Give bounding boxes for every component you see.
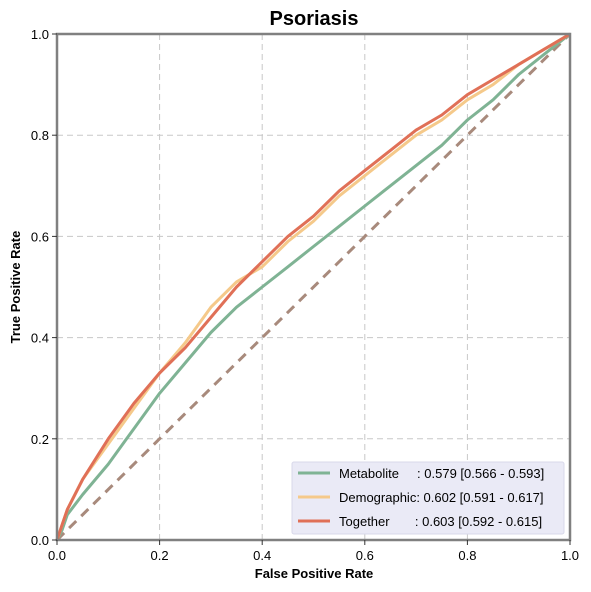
roc-line-together xyxy=(55,32,571,541)
x-tick-label: 0.4 xyxy=(253,548,271,563)
x-tick-label: 0.2 xyxy=(151,548,169,563)
y-tick-label: 0.4 xyxy=(31,331,49,346)
y-tick-label: 0.0 xyxy=(31,533,49,548)
x-tick-label: 1.0 xyxy=(561,548,579,563)
x-tick-label: 0.6 xyxy=(356,548,374,563)
chance-diagonal-line xyxy=(55,32,572,542)
series-lines xyxy=(55,32,571,541)
axis-ticks: 0.0 0.2 0.4 0.6 0.8 1.0 0.0 0.2 0.4 0.6 0.8 1.0 xyxy=(31,27,579,563)
legend-box xyxy=(291,461,565,535)
y-axis-label: True Positive Rate xyxy=(8,231,23,344)
y-tick-label: 0.6 xyxy=(31,229,49,244)
y-tick-label: 1.0 xyxy=(31,27,49,42)
chart-title: Psoriasis xyxy=(270,8,359,30)
y-tick-label: 0.2 xyxy=(31,432,49,447)
legend-entry-metabolite: Metabolite : 0.579 [0.566 - 0.593] xyxy=(339,466,544,481)
legend-entry-demographic: Demographic: 0.602 [0.591 - 0.617] xyxy=(339,490,544,505)
y-tick-label: 0.8 xyxy=(31,128,49,143)
x-tick-label: 0.0 xyxy=(48,548,66,563)
plot-frame xyxy=(55,32,572,542)
legend-entry-together: Together : 0.603 [0.592 - 0.615] xyxy=(339,514,542,529)
x-tick-label: 0.8 xyxy=(458,548,476,563)
chance-line xyxy=(55,32,572,542)
legend: Metabolite : 0.579 [0.566 - 0.593] Demog… xyxy=(291,461,565,535)
roc-line-demographic xyxy=(55,32,571,541)
roc-line-metabolite xyxy=(55,32,571,541)
x-axis-label: False Positive Rate xyxy=(255,566,374,581)
